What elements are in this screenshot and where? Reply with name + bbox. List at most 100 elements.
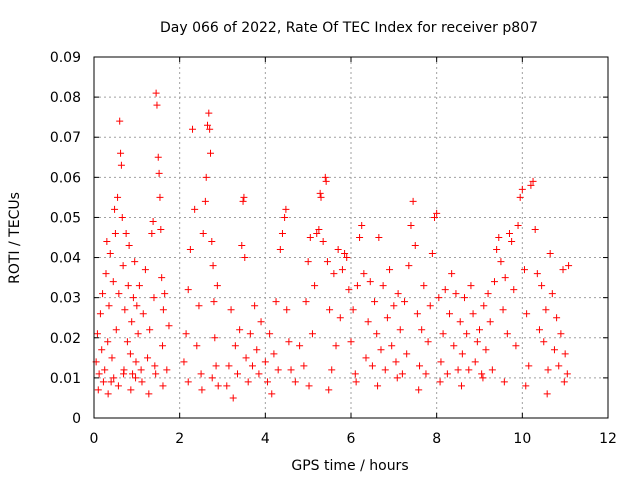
x-tick-label: 2 (175, 431, 184, 447)
chart-title: Day 066 of 2022, Rate Of TEC Index for r… (160, 20, 538, 36)
data-point (193, 342, 201, 350)
y-tick-label: 0.07 (50, 130, 81, 146)
data-point (161, 290, 169, 298)
data-point (525, 362, 533, 370)
data-point (390, 302, 398, 310)
data-point (274, 366, 282, 374)
data-point (229, 394, 237, 402)
data-point (159, 382, 167, 390)
data-point (396, 326, 404, 334)
data-point (157, 225, 165, 233)
data-point (141, 266, 149, 274)
data-point (268, 390, 276, 398)
y-tick-label: 0.01 (50, 371, 81, 387)
data-point (186, 246, 194, 254)
data-point (152, 370, 160, 378)
data-point (114, 193, 122, 201)
data-point (316, 189, 324, 197)
data-point (471, 358, 479, 366)
x-tick-label: 8 (432, 431, 441, 447)
data-point (479, 374, 487, 382)
data-point (486, 318, 494, 326)
data-point (223, 382, 231, 390)
data-point (488, 366, 496, 374)
data-point (282, 205, 290, 213)
x-tick-labels: 0 2 4 6 8 10 12 (90, 431, 617, 447)
data-point (548, 290, 556, 298)
data-point (132, 358, 140, 366)
data-point (208, 238, 216, 246)
data-point (330, 270, 338, 278)
data-point (420, 282, 428, 290)
data-point (561, 350, 569, 358)
data-point (251, 302, 259, 310)
data-point (212, 362, 220, 370)
data-point (125, 242, 133, 250)
data-point (392, 358, 400, 366)
data-point (255, 370, 263, 378)
data-point (124, 282, 132, 290)
data-point (435, 294, 443, 302)
data-point (158, 274, 166, 282)
data-point (105, 302, 113, 310)
data-point (559, 266, 567, 274)
data-point (322, 177, 330, 185)
data-point (201, 197, 209, 205)
data-point (401, 298, 409, 306)
data-point (233, 370, 241, 378)
data-point (156, 193, 164, 201)
data-point (527, 181, 535, 189)
data-point (351, 370, 359, 378)
data-point (368, 362, 376, 370)
data-point (152, 89, 160, 97)
data-point (512, 342, 520, 350)
data-point (374, 382, 382, 390)
data-point (308, 330, 316, 338)
data-point (424, 338, 432, 346)
data-point (543, 390, 551, 398)
data-point (95, 370, 103, 378)
x-tick-label: 4 (261, 431, 270, 447)
data-point (446, 310, 454, 318)
data-point (538, 282, 546, 290)
data-point (321, 173, 329, 181)
x-tick-label: 12 (599, 431, 617, 447)
data-point (523, 310, 531, 318)
data-point (231, 342, 239, 350)
data-point (103, 238, 111, 246)
data-point (428, 250, 436, 258)
data-point (531, 225, 539, 233)
y-tick-label: 0.03 (50, 291, 81, 307)
data-point (208, 374, 216, 382)
data-point (501, 274, 509, 282)
x-tick-label: 6 (347, 431, 356, 447)
data-point (296, 342, 304, 350)
data-point (463, 330, 471, 338)
data-point (96, 310, 104, 318)
data-point (454, 366, 462, 374)
data-point (456, 318, 464, 326)
data-point (150, 294, 158, 302)
data-point (540, 338, 548, 346)
data-point (546, 250, 554, 258)
data-point (263, 378, 271, 386)
data-point (461, 294, 469, 302)
data-point (334, 246, 342, 254)
data-point (111, 229, 119, 237)
data-point (291, 378, 299, 386)
data-point (117, 149, 125, 157)
data-point (405, 262, 413, 270)
data-point (236, 326, 244, 334)
data-point (244, 378, 252, 386)
data-point (332, 342, 340, 350)
data-point (386, 266, 394, 274)
data-point (270, 350, 278, 358)
data-point (510, 286, 518, 294)
data-point (415, 386, 423, 394)
data-point (437, 358, 445, 366)
data-point (145, 390, 153, 398)
data-point (122, 229, 130, 237)
data-point (191, 205, 199, 213)
data-point (550, 346, 558, 354)
data-point (184, 286, 192, 294)
